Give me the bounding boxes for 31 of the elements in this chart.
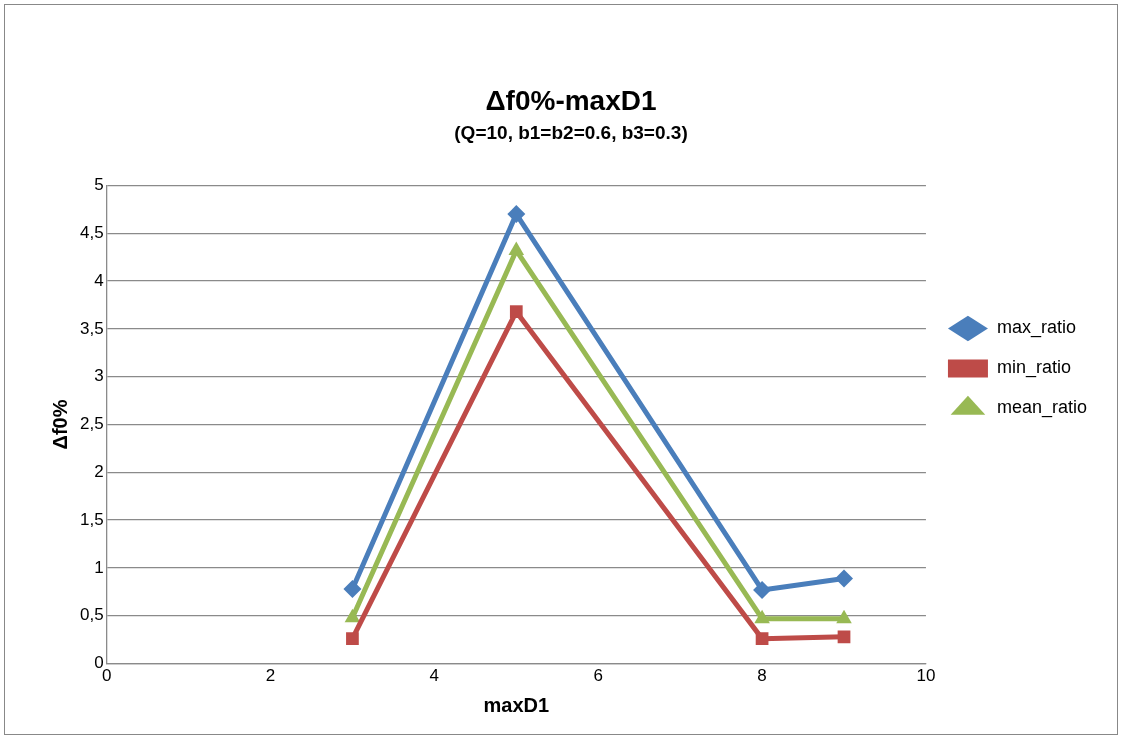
- x-tick-label: 4: [429, 666, 440, 686]
- y-tick-label: 5: [94, 175, 104, 195]
- y-tick-label: 1,5: [79, 509, 104, 529]
- point: [507, 205, 526, 224]
- y-tick-label: 4: [94, 270, 104, 290]
- chart-title: Δf0%-maxD1: [485, 84, 657, 116]
- y-tick-label: 2,5: [79, 414, 104, 434]
- point: [753, 580, 772, 599]
- y-tick-label: 4,5: [79, 222, 104, 242]
- x-axis-title: maxD1: [483, 693, 550, 716]
- legend-label: max_ratio: [996, 317, 1076, 339]
- y-tick-label: 3: [94, 366, 104, 386]
- y-axis-title: Δf0%: [48, 399, 71, 450]
- y-tick-label: 3,5: [79, 318, 104, 338]
- point: [837, 630, 851, 644]
- chart-subtitle: (Q=10, b1=b2=0.6, b3=0.3): [454, 122, 688, 144]
- point: [346, 632, 359, 646]
- y-tick-label: 2: [94, 462, 104, 482]
- point: [509, 305, 523, 319]
- y-tick-label: 1: [94, 557, 104, 577]
- legend-label: min_ratio: [996, 357, 1071, 379]
- legend-label: mean_ratio: [996, 397, 1088, 419]
- y-tick-label: 0: [94, 653, 104, 673]
- point: [343, 580, 362, 598]
- point: [835, 569, 854, 588]
- y-tick-label: 0,5: [79, 605, 104, 625]
- point: [755, 632, 769, 646]
- x-tick-label: 2: [265, 666, 276, 686]
- x-tick-label: 10: [916, 666, 936, 686]
- x-tick-label: 8: [757, 666, 767, 686]
- x-tick-label: 6: [593, 666, 603, 686]
